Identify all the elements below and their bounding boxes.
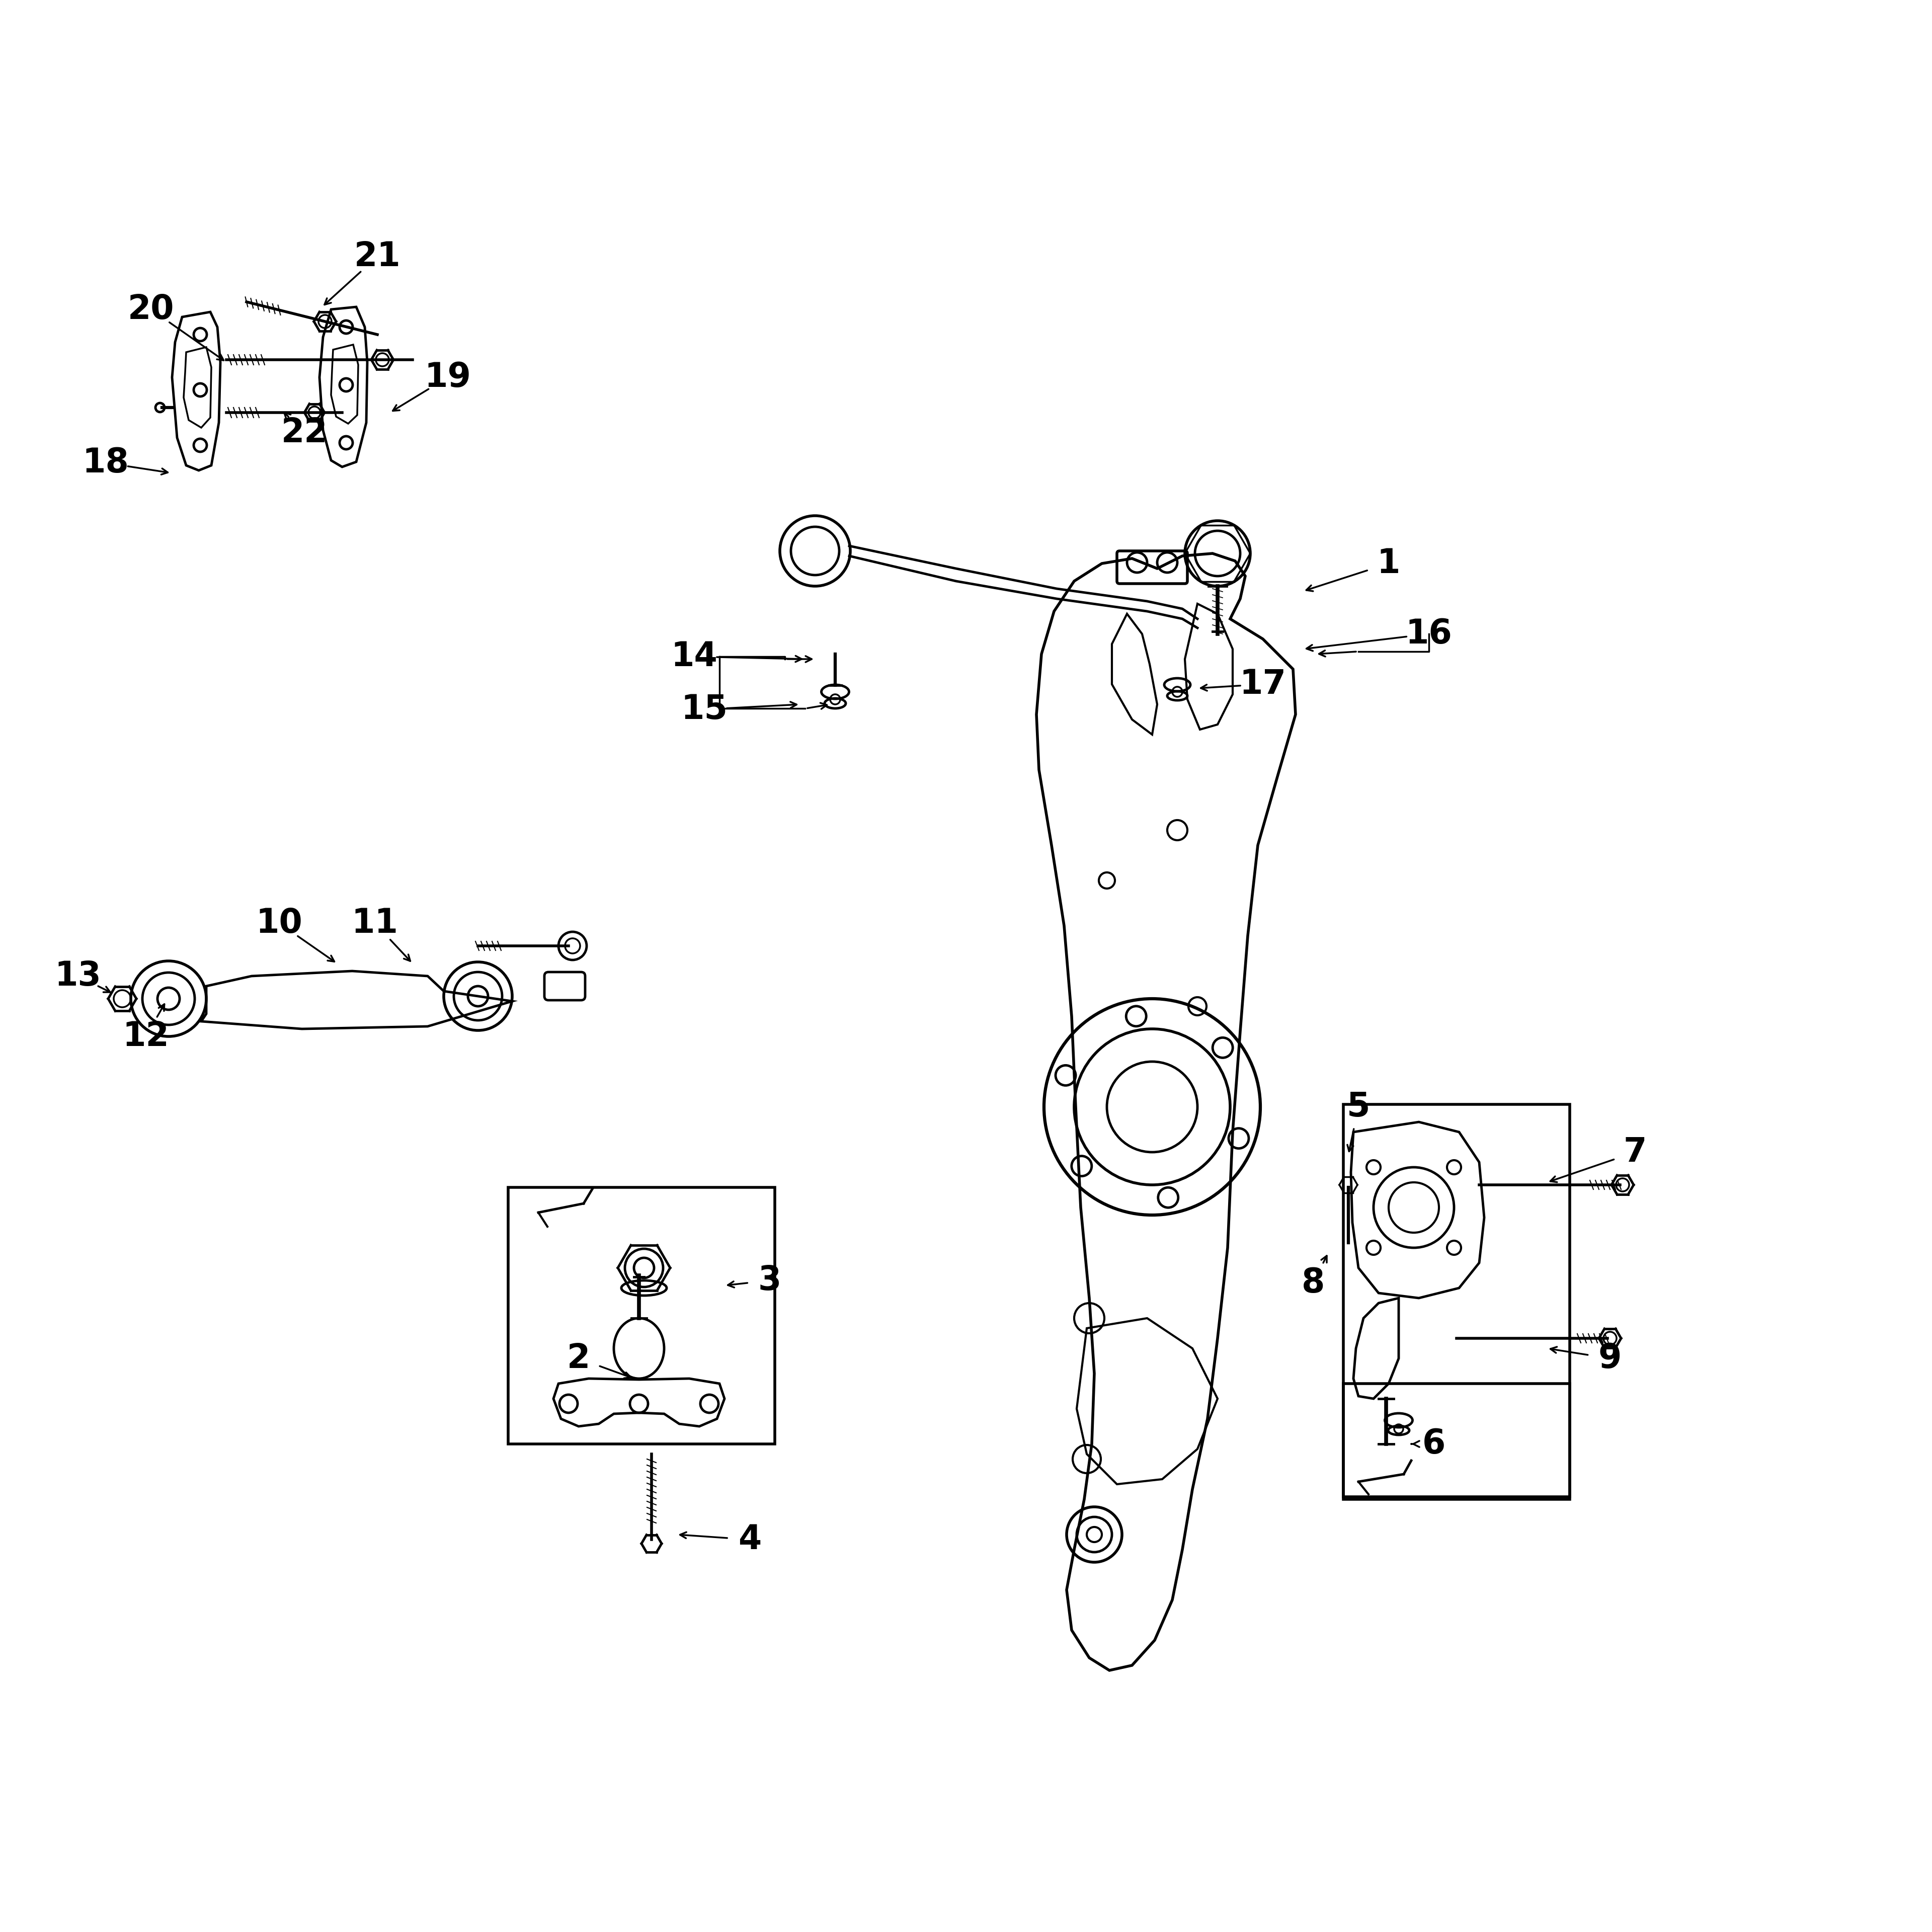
Text: 10: 10 bbox=[255, 906, 303, 939]
Bar bbox=[1343, 1105, 1569, 1499]
Text: 5: 5 bbox=[1347, 1090, 1370, 1124]
Text: 21: 21 bbox=[354, 240, 400, 272]
Text: 20: 20 bbox=[128, 294, 174, 327]
Text: 2: 2 bbox=[566, 1343, 591, 1376]
Text: 11: 11 bbox=[352, 906, 398, 939]
Bar bbox=[508, 1188, 775, 1443]
Text: 19: 19 bbox=[425, 361, 471, 394]
Text: 1: 1 bbox=[1378, 547, 1401, 580]
Text: 15: 15 bbox=[680, 694, 728, 726]
Text: 16: 16 bbox=[1405, 618, 1453, 651]
Text: 18: 18 bbox=[83, 446, 129, 479]
Text: 7: 7 bbox=[1623, 1136, 1646, 1169]
Text: 9: 9 bbox=[1598, 1343, 1621, 1376]
Text: 14: 14 bbox=[670, 639, 717, 672]
Text: 8: 8 bbox=[1302, 1265, 1325, 1300]
Bar bbox=[1343, 1383, 1569, 1497]
Text: 17: 17 bbox=[1240, 668, 1287, 701]
Text: 3: 3 bbox=[757, 1264, 781, 1296]
Text: 13: 13 bbox=[54, 960, 100, 993]
Text: 4: 4 bbox=[738, 1522, 761, 1555]
Text: 6: 6 bbox=[1422, 1428, 1445, 1461]
Text: 12: 12 bbox=[122, 1020, 170, 1053]
Text: 22: 22 bbox=[282, 415, 328, 450]
